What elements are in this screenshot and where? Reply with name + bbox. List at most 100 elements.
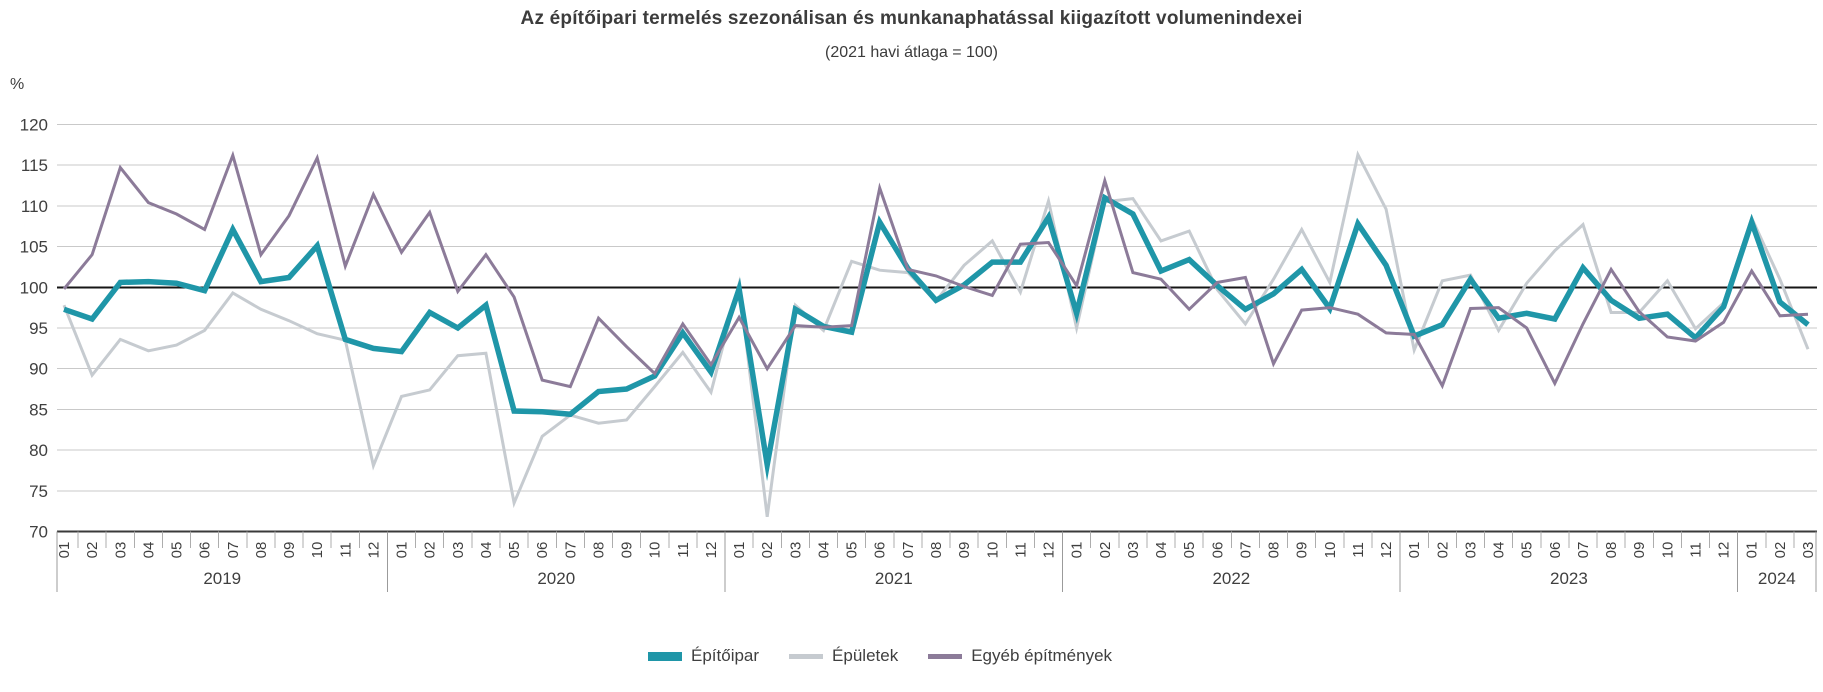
x-month-label: 04: [478, 542, 495, 559]
chart-legend: Építőipar Épületek Egyéb építmények: [648, 646, 1112, 666]
x-month-label: 06: [534, 542, 551, 559]
chart-title: Az építőipari termelés szezonálisan és m…: [520, 8, 1303, 29]
x-month-label: 07: [225, 542, 242, 559]
x-month-label: 05: [169, 542, 186, 559]
x-month-label: 10: [984, 542, 1001, 559]
x-year-label: 2022: [1212, 569, 1250, 588]
svg-text:85: 85: [29, 400, 48, 419]
x-month-label: 02: [759, 542, 776, 559]
x-axis: 01 02 03 04 05 06 07 08 09 10 11 12 01 02 03 04 05 06 07 08…: [56, 531, 1817, 592]
x-month-label: 08: [1266, 542, 1283, 559]
x-month-label: 12: [365, 542, 382, 559]
svg-text:75: 75: [29, 482, 48, 501]
x-month-label: 12: [1378, 542, 1395, 559]
x-month-label: 11: [675, 542, 692, 558]
x-month-label: 09: [619, 542, 636, 559]
legend-swatch: [789, 653, 824, 659]
x-month-label: 04: [1491, 542, 1508, 559]
x-month-label: 11: [337, 542, 354, 558]
x-month-label: 07: [562, 542, 579, 559]
svg-text:110: 110: [21, 197, 48, 216]
y-gridlines: [57, 124, 1817, 492]
x-month-label: 02: [1434, 542, 1451, 559]
y-axis-labels: 70 75 80 85 90 95 100 105 110 115 120: [20, 116, 48, 542]
x-month-label: 07: [1575, 542, 1592, 559]
x-month-label: 09: [1294, 542, 1311, 559]
svg-text:90: 90: [29, 360, 48, 379]
x-month-label: 07: [1237, 542, 1254, 559]
x-month-label: 02: [1772, 542, 1789, 559]
x-year-label: 2023: [1550, 569, 1588, 588]
x-month-label: 12: [703, 542, 720, 559]
x-month-label: 11: [1687, 542, 1704, 558]
legend-label: Épületek: [832, 646, 899, 665]
x-month-label: 05: [1519, 542, 1536, 559]
svg-text:95: 95: [29, 319, 48, 338]
x-year-label: 2019: [203, 569, 241, 588]
x-month-label: 04: [815, 542, 832, 559]
x-month-label: 08: [590, 542, 607, 559]
x-month-label: 03: [450, 542, 467, 559]
svg-text:100: 100: [20, 278, 48, 297]
legend-label: Egyéb építmények: [971, 646, 1113, 665]
x-month-label: 11: [1350, 542, 1367, 558]
x-month-label: 09: [1631, 542, 1648, 559]
series-line-1: [63, 193, 1810, 482]
x-month-label: 12: [1041, 542, 1058, 559]
legend-label: Építőipar: [691, 646, 760, 665]
x-month-label: 02: [422, 542, 439, 559]
x-year-label: 2021: [875, 569, 913, 588]
x-month-label: 03: [787, 542, 804, 559]
x-month-label: 10: [1322, 542, 1339, 559]
x-month-label: 06: [872, 542, 889, 559]
legend-swatch: [928, 653, 963, 659]
svg-text:105: 105: [20, 238, 48, 257]
legend-item-3: Egyéb építmények: [928, 646, 1112, 666]
x-month-label: 10: [1659, 542, 1676, 559]
x-month-label: 05: [1181, 542, 1198, 559]
x-month-label: 08: [928, 542, 945, 559]
x-month-label: 01: [1069, 542, 1086, 559]
x-month-label: 03: [1125, 542, 1142, 559]
x-month-label: 01: [56, 542, 73, 559]
series-line-2: [62, 150, 1810, 517]
x-month-label: 06: [1547, 542, 1564, 559]
x-month-label: 09: [956, 542, 973, 559]
x-month-label: 01: [731, 542, 748, 559]
svg-text:115: 115: [21, 156, 48, 175]
legend-item-2: Épületek: [789, 646, 898, 666]
series-line-3: [62, 150, 1809, 390]
legend-item-1: Építőipar: [648, 646, 759, 666]
svg-text:70: 70: [29, 523, 48, 542]
x-month-label: 09: [281, 542, 298, 559]
x-year-label: 2020: [537, 569, 575, 588]
x-month-label: 03: [1800, 542, 1817, 559]
x-month-label: 04: [1153, 542, 1170, 559]
x-month-label: 04: [140, 542, 157, 559]
legend-swatch: [648, 651, 682, 661]
x-month-label: 01: [394, 542, 411, 559]
svg-text:120: 120: [20, 116, 48, 135]
x-month-label: 12: [1716, 542, 1733, 559]
x-month-label: 03: [1462, 542, 1479, 559]
y-axis-unit-label: %: [10, 76, 25, 93]
x-month-label: 03: [112, 542, 129, 559]
x-month-label: 10: [309, 542, 326, 559]
x-month-label: 01: [1406, 542, 1423, 559]
x-year-label: 2024: [1758, 569, 1796, 588]
x-month-label: 08: [253, 542, 270, 559]
x-month-label: 10: [647, 542, 664, 559]
x-month-label: 01: [1744, 542, 1761, 559]
x-month-label: 02: [84, 542, 101, 559]
x-month-label: 08: [1603, 542, 1620, 559]
x-month-label: 02: [1097, 542, 1114, 559]
x-month-label: 05: [844, 542, 861, 559]
x-month-label: 11: [1012, 542, 1029, 558]
x-month-label: 07: [900, 542, 917, 559]
svg-text:80: 80: [29, 441, 48, 460]
x-month-label: 06: [197, 542, 214, 559]
x-month-label: 06: [1209, 542, 1226, 559]
x-month-label: 05: [506, 542, 523, 559]
